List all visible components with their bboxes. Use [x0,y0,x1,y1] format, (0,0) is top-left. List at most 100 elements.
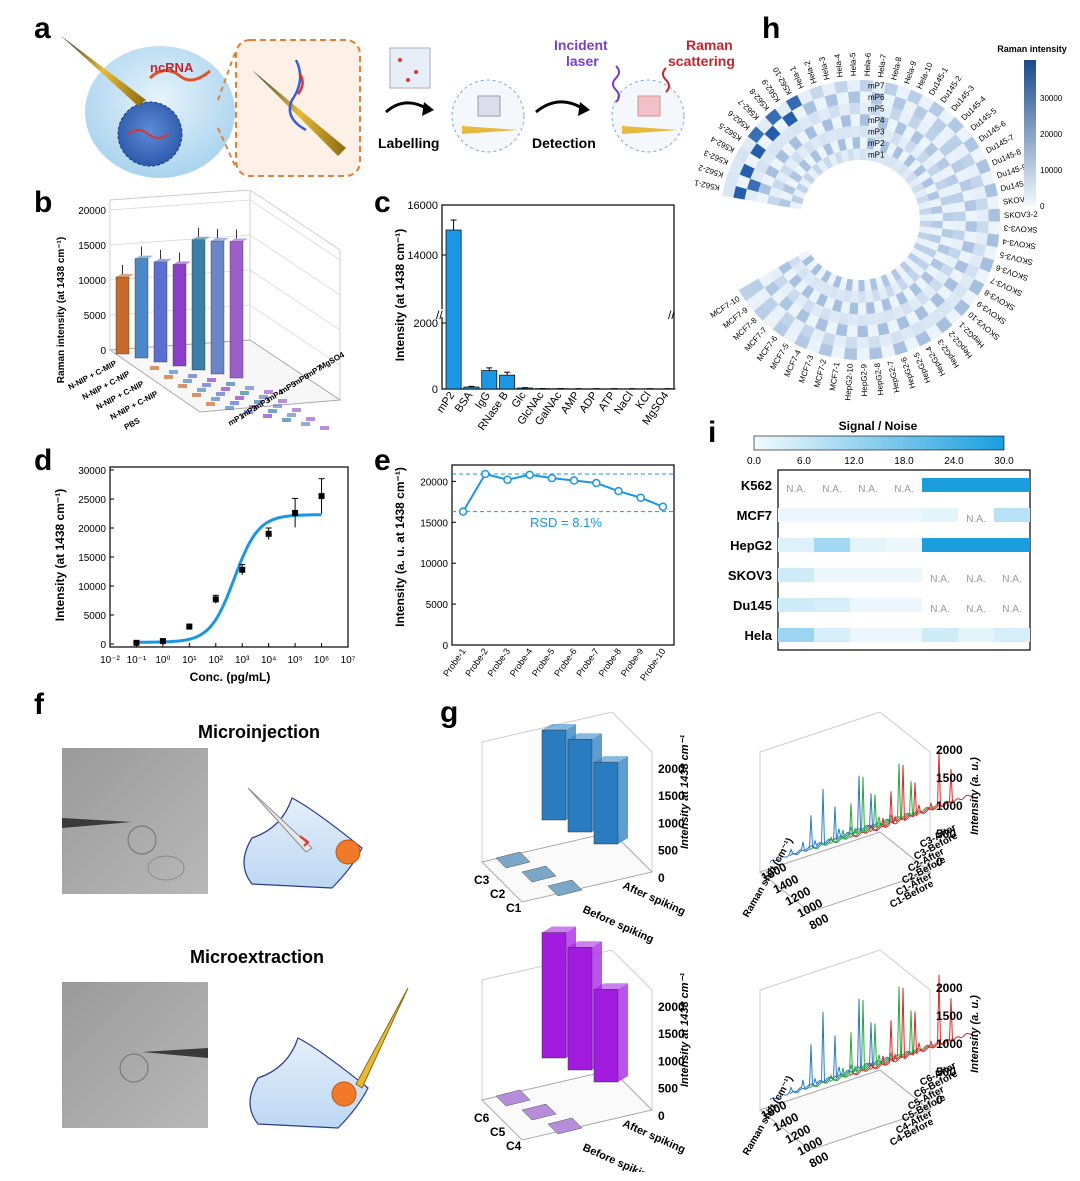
h-cell [764,165,780,179]
d-ytick: 0 [100,640,106,651]
g-ztick: 0 [658,1109,665,1123]
b-floor-tile [150,366,159,370]
i-cell [778,598,814,612]
e-point [481,469,490,479]
b-floor-tile [178,384,187,388]
h-cell [860,80,874,92]
h-sample-label: Hela-3 [817,55,831,81]
g2-ztick: 500 [936,827,956,841]
c-category: AMP [559,390,583,416]
h-cell [880,297,893,312]
h-cell [952,283,969,300]
labelling-text: Labelling [378,135,439,151]
h-cell [827,104,841,119]
h-cell [769,186,783,199]
h-cell [869,103,882,117]
b-gridline [249,269,341,331]
b-ztick: 0 [100,346,106,357]
h-cell [783,327,800,344]
h-cell [958,250,973,264]
h-cell [830,345,846,360]
h-cell [942,212,955,222]
h-cell [972,243,987,257]
i-na: N.A. [1002,574,1021,585]
h-cell [965,210,978,222]
h-cell [793,293,809,309]
h-cell [860,114,870,127]
b-bar [191,239,206,371]
i-cell [778,508,814,522]
h-cell [917,231,931,241]
h-cell [875,311,887,325]
raman-1: Raman [686,37,733,53]
h-cell [924,183,938,195]
h-cell [860,148,867,161]
i-cell [994,628,1030,642]
d-xtick: 10² [209,655,224,666]
h-cell [960,153,976,169]
h-cell [849,102,860,115]
h-cell [845,336,858,349]
b-bar [115,276,130,355]
panel-label-i: i [708,416,717,449]
c-category: BSA [453,389,476,414]
h-cell [910,145,924,160]
i-na: N.A. [894,484,913,495]
panel-label-e: e [374,444,391,477]
h-cell [891,159,904,173]
g-before-bar [521,865,557,883]
h-cell [890,281,903,295]
i-cell [778,568,814,582]
c-bar [481,370,498,390]
h-cell [961,289,978,307]
h-cell [779,281,795,297]
h-cell [935,156,951,171]
b-floor-tile [230,401,239,405]
panel-c-chart: Intensity (at 1438 cm⁻¹) 0 2000 14000 16000… [393,200,676,433]
h-cell [884,284,896,298]
h-cell [905,310,920,326]
c-ytick: 0 [432,384,438,396]
i-col-label: mP4 [890,656,918,658]
h-cell [928,198,942,208]
g-before-bar [495,851,531,869]
h-cell [892,96,907,111]
b-floor-tile [287,413,296,417]
h-cell [744,189,759,202]
h-cell [925,324,943,341]
h-cell [915,330,932,347]
d-point [265,530,272,537]
b-floor-tile [245,386,254,390]
h-cell [961,189,976,202]
b-ztick: 15000 [78,241,106,252]
h-cell [825,320,839,335]
d-ytick: 25000 [78,495,106,506]
h-cell [825,129,838,143]
h-cell [941,228,954,239]
h-cell [890,268,902,282]
h-cell [755,192,770,204]
g-before-bar [521,1103,557,1121]
h-cell [944,308,962,326]
h-cell [807,110,822,126]
d-ytick: 15000 [78,553,106,564]
g-ztick: 500 [658,844,678,858]
e-ytick: 15000 [420,518,448,529]
g-after-bar-top [594,756,628,763]
h-cell [785,94,803,111]
i-row-label: SKOV3 [728,568,772,583]
h-cell [961,240,975,254]
h-cell [889,330,904,345]
h-cell [974,232,988,246]
h-cell [864,279,872,292]
panel-label-h: h [762,12,781,45]
c-break-mark: // [668,308,675,322]
b-floor-tile [225,406,234,410]
h-cell [789,201,803,210]
h-cell [835,323,848,337]
h-sample-label: Hela-6 [863,52,873,77]
b-bar [134,258,149,359]
h-cell [729,158,745,175]
h-cell [824,93,839,108]
